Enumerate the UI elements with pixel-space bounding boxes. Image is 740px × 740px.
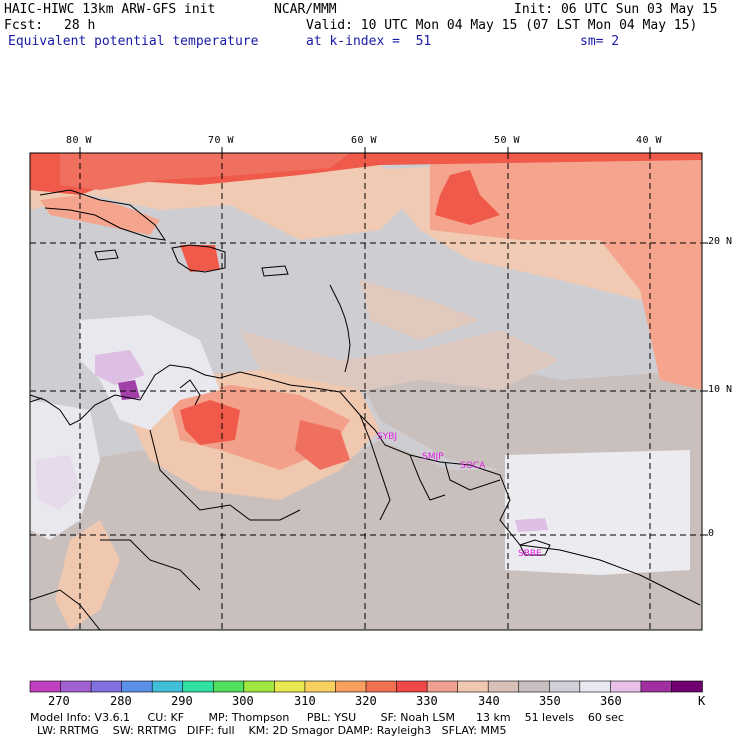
colorbar-swatch (274, 680, 306, 693)
level-label: at k-index = 51 (306, 34, 432, 49)
lon-label: 70 W (208, 135, 235, 146)
coast-jamaica (94, 249, 119, 261)
lon-label: 60 W (351, 135, 378, 146)
coast-mainland (30, 364, 701, 606)
colorbar-tick: 340 (478, 694, 500, 708)
lat-label: 10 N (708, 384, 733, 395)
station-label: SMJP (422, 452, 444, 462)
field-salmon-east (430, 153, 702, 390)
colorbar-swatch (243, 680, 276, 693)
field-red-top2 (60, 153, 350, 190)
colorbar-tick: 280 (110, 694, 132, 708)
colorbar-swatch (579, 680, 612, 693)
fcst-value: 28 h (64, 18, 96, 33)
border-5 (30, 589, 101, 630)
colorbar-swatch (335, 680, 367, 693)
coast-gulf-venezuela (179, 379, 201, 406)
field-lilac (95, 350, 145, 385)
colorbar-swatch (90, 680, 123, 693)
colorbar-swatch (365, 680, 398, 693)
border-1 (149, 429, 301, 521)
model-info-line2: LW: RRTMG SW: RRTMG DIFF: full KM: 2D Sm… (30, 724, 507, 737)
field-venezuela-red2 (295, 420, 350, 470)
map-frame (29, 152, 703, 631)
coast-cuba (39, 189, 167, 241)
coastlines (30, 189, 701, 630)
colorbar (29, 680, 703, 693)
colorbar-tick: 310 (294, 694, 316, 708)
model-info-line1: Model Info: V3.6.1 CU: KF MP: Thompson P… (30, 711, 624, 724)
field-venezuela-red (180, 400, 240, 445)
colorbar-swatch (212, 680, 245, 693)
fcst-label: Fcst: (4, 18, 44, 33)
border-6 (100, 539, 201, 591)
lon-label: 80 W (66, 135, 93, 146)
field-peach-mid (240, 330, 560, 395)
field-purple (118, 380, 140, 400)
lon-label: 40 W (636, 135, 663, 146)
field-red-spot (435, 170, 500, 225)
ticks (79, 147, 708, 536)
valid-time: Valid: 10 UTC Mon 04 May 15 (07 LST Mon … (306, 18, 698, 33)
colorbar-swatch (487, 680, 520, 693)
colorbar-tick: 350 (539, 694, 561, 708)
colorbar-tick: 270 (48, 694, 70, 708)
colorbar-swatch (29, 680, 62, 693)
colorbar-swatch (671, 680, 703, 693)
field-peach-carib (360, 280, 480, 340)
colorbar-swatch (640, 680, 673, 693)
center-label: NCAR/MMM (274, 2, 337, 17)
field-white-west (80, 315, 220, 430)
colorbar-tick: 300 (232, 694, 254, 708)
coast-puerto-rico (261, 265, 289, 277)
coast-marajo (519, 539, 551, 556)
border-3 (409, 454, 446, 501)
colorbar-swatch (457, 680, 489, 693)
colorbar-swatch (426, 680, 459, 693)
field-lilac-amazon (515, 518, 548, 532)
field-peach-sw (55, 520, 120, 630)
colorbar-tick: 360 (600, 694, 622, 708)
colorbar-swatch (610, 680, 642, 693)
colorbar-swatch (548, 680, 581, 693)
colorbar-swatch (396, 680, 428, 693)
field-red-cuba (40, 195, 160, 235)
field-lilac-sw (35, 455, 80, 510)
init-time: Init: 06 UTC Sun 03 May 15 (514, 2, 718, 17)
station-label: SYBJ (377, 432, 398, 442)
colorbar-swatch (182, 680, 215, 693)
smoothing-label: sm= 2 (580, 34, 620, 49)
colorbar-tick: 320 (355, 694, 377, 708)
colorbar-unit: K (698, 694, 706, 708)
lon-label: 50 W (494, 135, 521, 146)
station-label: SOCA (460, 461, 486, 471)
station-label: SBBE (518, 549, 542, 559)
model-title: HAIC-HIWC 13km ARW-GFS init (4, 2, 216, 17)
colorbar-swatch (121, 680, 153, 693)
colorbar-tick: 330 (416, 694, 438, 708)
field-name: Equivalent potential temperature (8, 34, 259, 49)
border-4 (444, 461, 501, 491)
lat-label: 20 N (708, 236, 733, 247)
lat-label: 0 (708, 528, 715, 539)
colorbar-swatch (518, 680, 551, 693)
colorbar-swatch (60, 680, 92, 693)
colorbar-swatch (151, 680, 184, 693)
coast-hispaniola (171, 244, 226, 273)
graticule (30, 153, 702, 630)
colorbar-tick: 290 (171, 694, 193, 708)
field-white-atlantic (505, 450, 690, 575)
field-red-hispaniola (180, 245, 220, 272)
border-2 (359, 414, 391, 521)
coast-panama (30, 397, 43, 403)
colorbar-swatch (304, 680, 337, 693)
coast-lesser-antilles (329, 284, 351, 373)
